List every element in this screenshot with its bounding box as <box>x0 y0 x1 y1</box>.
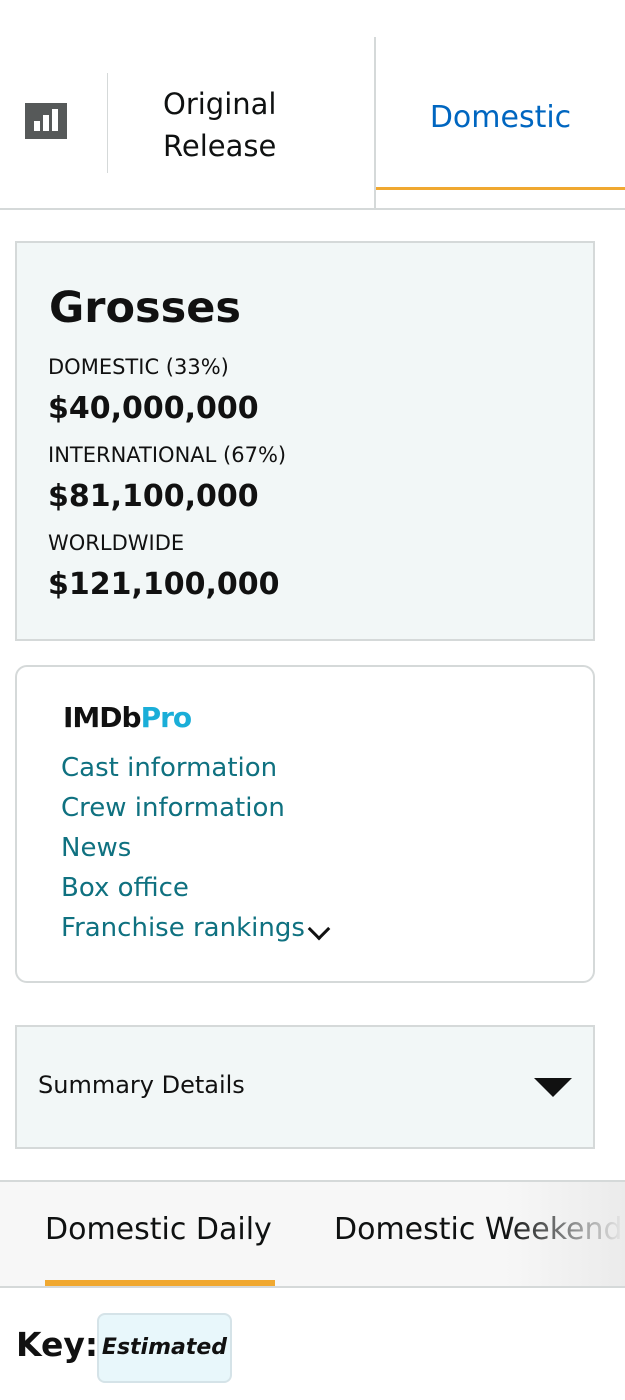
chart-bar <box>34 121 40 131</box>
scroll-fade <box>505 1182 625 1286</box>
imdbpro-logo-imdb: IMDb <box>63 701 142 734</box>
release-selector[interactable]: Original Release <box>163 83 343 167</box>
active-tab-underline <box>376 187 625 190</box>
international-gross-label: INTERNATIONAL (67%) <box>48 443 287 467</box>
release-label-line1: Original <box>163 87 277 121</box>
key-label: Key: <box>16 1325 99 1364</box>
top-tab-bar: Original Release Domestic <box>0 0 625 210</box>
worldwide-gross-label: WORLDWIDE <box>48 531 185 555</box>
worldwide-gross-value: $121,100,000 <box>48 567 280 602</box>
divider <box>107 73 108 173</box>
domestic-gross-value: $40,000,000 <box>48 391 259 426</box>
box-office-link[interactable]: Box office <box>61 873 189 903</box>
chart-bar <box>43 115 49 131</box>
franchise-rankings-link[interactable]: Franchise rankings <box>61 913 305 943</box>
summary-details-toggle[interactable]: Summary Details <box>15 1025 595 1149</box>
news-link[interactable]: News <box>61 833 132 863</box>
divider <box>374 37 376 210</box>
caret-down-icon <box>534 1078 572 1097</box>
active-tab-underline <box>45 1280 275 1286</box>
tab-domestic-daily[interactable]: Domestic Daily <box>45 1212 272 1247</box>
crew-information-link[interactable]: Crew information <box>61 793 285 823</box>
imdbpro-panel: IMDbPro Cast information Crew informatio… <box>15 665 595 983</box>
bottom-tab-bar: Domestic Daily Domestic Weekend <box>0 1180 625 1288</box>
summary-details-label: Summary Details <box>38 1071 245 1099</box>
release-label-line2: Release <box>163 129 277 163</box>
estimated-badge: Estimated <box>97 1313 232 1383</box>
grosses-title: Grosses <box>49 283 241 333</box>
cast-information-link[interactable]: Cast information <box>61 753 278 783</box>
domestic-gross-label: DOMESTIC (33%) <box>48 355 229 379</box>
chart-bar <box>52 109 58 131</box>
imdbpro-logo[interactable]: IMDbPro <box>63 701 193 734</box>
tab-domestic[interactable]: Domestic <box>429 100 572 135</box>
grosses-panel: Grosses DOMESTIC (33%) $40,000,000 INTER… <box>15 241 595 641</box>
imdbpro-logo-pro: Pro <box>140 701 193 734</box>
chevron-down-icon[interactable] <box>307 917 331 941</box>
bar-chart-icon[interactable] <box>25 103 67 139</box>
international-gross-value: $81,100,000 <box>48 479 259 514</box>
